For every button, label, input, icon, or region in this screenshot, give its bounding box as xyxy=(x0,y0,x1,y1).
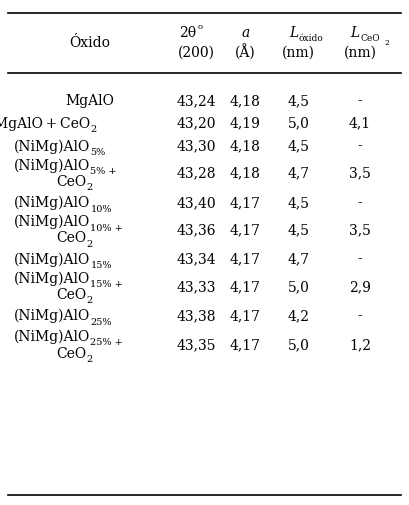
Text: 43,40: 43,40 xyxy=(177,196,216,210)
Text: L: L xyxy=(351,26,360,40)
Text: (NiMg)AlO: (NiMg)AlO xyxy=(14,252,90,267)
Text: -: - xyxy=(357,94,362,108)
Text: 4,2: 4,2 xyxy=(288,309,310,323)
Text: 5,0: 5,0 xyxy=(288,117,310,131)
Text: 43,28: 43,28 xyxy=(177,167,216,181)
Text: CeO: CeO xyxy=(56,288,86,302)
Text: 4,5: 4,5 xyxy=(288,139,310,154)
Text: 4,5: 4,5 xyxy=(288,223,310,237)
Text: 4,1: 4,1 xyxy=(349,117,371,131)
Text: 4,7: 4,7 xyxy=(288,252,310,267)
Text: (Å): (Å) xyxy=(235,45,256,61)
Text: 43,24: 43,24 xyxy=(177,94,216,108)
Text: (200): (200) xyxy=(178,46,215,60)
Text: 2,9: 2,9 xyxy=(349,280,371,294)
Text: 25%: 25% xyxy=(90,318,112,327)
Text: 4,17: 4,17 xyxy=(230,309,261,323)
Text: L: L xyxy=(289,26,299,40)
Text: 43,36: 43,36 xyxy=(177,223,216,237)
Text: 2: 2 xyxy=(86,183,92,192)
Text: (nm): (nm) xyxy=(344,46,376,60)
Text: 2: 2 xyxy=(86,296,92,306)
Text: CeO: CeO xyxy=(56,231,86,245)
Text: 4,17: 4,17 xyxy=(230,280,261,294)
Text: 2: 2 xyxy=(86,355,92,364)
Text: 2: 2 xyxy=(86,240,92,249)
Text: 4,17: 4,17 xyxy=(230,252,261,267)
Text: 5,0: 5,0 xyxy=(288,280,310,294)
Text: 43,34: 43,34 xyxy=(177,252,216,267)
Text: 3,5: 3,5 xyxy=(349,223,371,237)
Text: MgAlO + CeO: MgAlO + CeO xyxy=(0,117,90,131)
Text: 4,7: 4,7 xyxy=(288,167,310,181)
Text: 5% +: 5% + xyxy=(90,167,117,176)
Text: 15%: 15% xyxy=(90,261,112,270)
Text: -: - xyxy=(357,309,362,323)
Text: 5,0: 5,0 xyxy=(288,338,310,352)
Text: (NiMg)AlO: (NiMg)AlO xyxy=(14,196,90,210)
Text: 4,19: 4,19 xyxy=(230,117,261,131)
Text: 10%: 10% xyxy=(90,205,112,214)
Text: CeO: CeO xyxy=(56,346,86,361)
Text: CeO: CeO xyxy=(56,175,86,189)
Text: -: - xyxy=(357,196,362,210)
Text: óxido: óxido xyxy=(299,34,324,43)
Text: MgAlO: MgAlO xyxy=(65,94,115,108)
Text: CeO: CeO xyxy=(360,34,380,43)
Text: 4,18: 4,18 xyxy=(230,94,261,108)
Text: Óxido: Óxido xyxy=(70,36,110,50)
Text: 4,17: 4,17 xyxy=(230,223,261,237)
Text: 2θ: 2θ xyxy=(179,26,196,40)
Text: a: a xyxy=(241,26,249,40)
Text: 4,18: 4,18 xyxy=(230,139,261,154)
Text: (NiMg)AlO: (NiMg)AlO xyxy=(14,272,90,286)
Text: 10% +: 10% + xyxy=(90,224,123,233)
Text: -: - xyxy=(357,252,362,267)
Text: 2: 2 xyxy=(384,39,389,47)
Text: 4,17: 4,17 xyxy=(230,196,261,210)
Text: 4,18: 4,18 xyxy=(230,167,261,181)
Text: o: o xyxy=(197,23,202,31)
Text: (NiMg)AlO: (NiMg)AlO xyxy=(14,309,90,323)
Text: 1,2: 1,2 xyxy=(349,338,371,352)
Text: 3,5: 3,5 xyxy=(349,167,371,181)
Text: 43,30: 43,30 xyxy=(177,139,216,154)
Text: 4,5: 4,5 xyxy=(288,94,310,108)
Text: 43,35: 43,35 xyxy=(177,338,216,352)
Text: 15% +: 15% + xyxy=(90,280,123,289)
Text: -: - xyxy=(357,139,362,154)
Text: 4,17: 4,17 xyxy=(230,338,261,352)
Text: (NiMg)AlO: (NiMg)AlO xyxy=(14,159,90,173)
Text: (NiMg)AlO: (NiMg)AlO xyxy=(14,139,90,154)
Text: 43,38: 43,38 xyxy=(177,309,216,323)
Text: 4,5: 4,5 xyxy=(288,196,310,210)
Text: 25% +: 25% + xyxy=(90,338,123,347)
Text: (NiMg)AlO: (NiMg)AlO xyxy=(14,215,90,229)
Text: (NiMg)AlO: (NiMg)AlO xyxy=(14,330,90,344)
Text: 43,20: 43,20 xyxy=(177,117,216,131)
Text: 43,33: 43,33 xyxy=(177,280,216,294)
Text: (nm): (nm) xyxy=(282,46,315,60)
Text: 5%: 5% xyxy=(90,148,106,157)
Text: 2: 2 xyxy=(90,125,97,134)
